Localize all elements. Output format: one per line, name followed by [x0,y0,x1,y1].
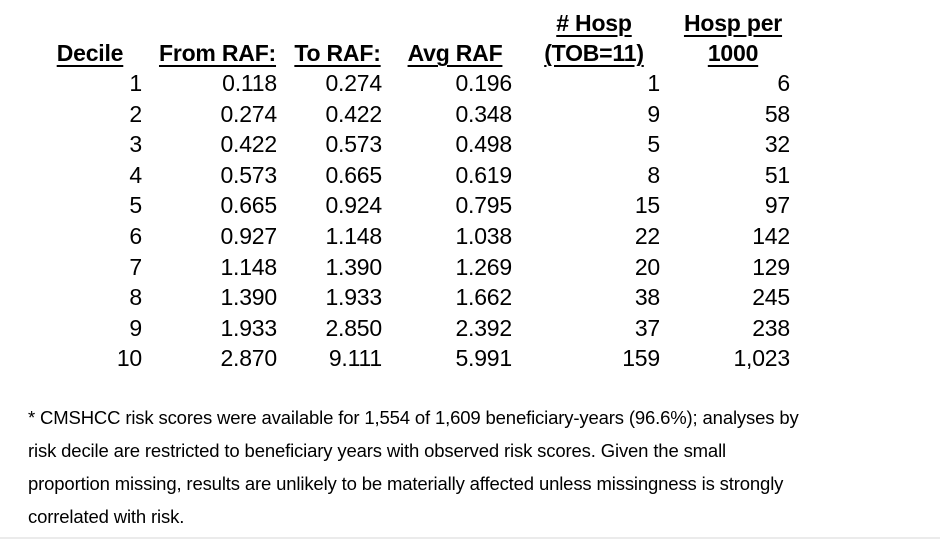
table-cell: 0.422 [220,131,277,158]
table-cell: 0.619 [455,161,512,188]
table-cell: 0.573 [220,161,277,188]
table-row: 2 0.274 0.422 0.348 9 58 [30,99,798,130]
footnote-line: proportion missing, results are unlikely… [28,472,784,494]
table-cell: 6 [129,222,142,249]
table-row: 1 0.118 0.274 0.196 1 6 [30,68,798,99]
table-cell: 8 [647,161,660,188]
table-body: 1 0.118 0.274 0.196 1 6 2 0.274 0.422 0.348 9 58 3 0.… [30,68,798,374]
table-cell: 5 [647,131,660,158]
table-cell: 142 [752,222,790,249]
table-cell: 2.392 [455,314,512,341]
table-cell: 1.390 [220,284,277,311]
column-header-4: # Hosp (TOB=11) [520,8,668,68]
table-cell: 0.498 [455,131,512,158]
report-page: Decile From RAF: To RAF: Avg RAF # Hosp (TOB=… [0,8,940,540]
table-cell: 0.274 [325,70,382,96]
table-cell: 15 [634,192,660,219]
column-header-2: To RAF: [285,8,390,68]
table-cell: 37 [634,314,660,341]
column-header-line [150,8,285,38]
table-cell: 0.665 [220,192,277,219]
table-cell: 22 [634,222,660,249]
risk-decile-table: Decile From RAF: To RAF: Avg RAF # Hosp (TOB=… [30,8,798,374]
table-cell: 51 [764,161,790,188]
table-cell: 10 [116,345,142,372]
table-cell: 1 [129,70,142,96]
table-cell: 1.269 [455,253,512,280]
column-header-line [285,8,390,38]
table-cell: 0.665 [325,161,382,188]
table-cell: 4 [129,161,142,188]
table-cell: 1.038 [455,222,512,249]
column-header-1: From RAF: [150,8,285,68]
table-cell: 7 [129,253,142,280]
column-header-line: Avg RAF [407,40,503,66]
table-cell: 159 [622,345,660,372]
table-cell: 0.924 [325,192,382,219]
table-row: 8 1.390 1.933 1.662 38 245 [30,282,798,313]
table-cell: 5 [129,192,142,219]
table-cell: 9 [647,100,660,127]
table-cell: 3 [129,131,142,158]
table-cell: 9.111 [328,345,382,372]
column-header-5: Hosp per 1000 [668,8,798,68]
table-cell: 0.196 [455,70,512,96]
bottom-divider [0,537,940,539]
table-cell: 1.148 [220,253,277,280]
table-cell: 2.870 [220,345,277,372]
column-header-line [30,8,150,38]
footnote-line: risk decile are restricted to beneficiar… [28,439,726,461]
table-cell: 2.850 [325,314,382,341]
table-cell: 6 [777,70,790,96]
table-cell: 0.927 [220,222,277,249]
table-row: 4 0.573 0.665 0.619 8 51 [30,160,798,191]
table-row: 9 1.933 2.850 2.392 37 238 [30,313,798,344]
table-cell: 1.390 [325,253,382,280]
table-row: 7 1.148 1.390 1.269 20 129 [30,252,798,283]
table-cell: 9 [129,314,142,341]
column-header-line: (TOB=11) [544,40,644,66]
table-cell: 1.148 [325,222,382,249]
table-cell: 0.348 [455,100,512,127]
table-row: 6 0.927 1.148 1.038 22 142 [30,221,798,252]
table-header: Decile From RAF: To RAF: Avg RAF # Hosp (TOB=… [30,8,798,68]
table-cell: 1.662 [455,284,512,311]
table-cell: 32 [764,131,790,158]
table-cell: 1 [647,70,660,96]
table-cell: 1.933 [220,314,277,341]
column-header-line: Decile [56,40,124,66]
table-cell: 0.573 [325,131,382,158]
table-row: 5 0.665 0.924 0.795 15 97 [30,190,798,221]
table-cell: 8 [129,284,142,311]
table-cell: 5.991 [455,345,512,372]
table-cell: 2 [129,100,142,127]
table-cell: 97 [764,192,790,219]
table-row: 3 0.422 0.573 0.498 5 32 [30,129,798,160]
table-row: 10 2.870 9.111 5.991 159 1,023 [30,343,798,374]
column-header-line: From RAF: [158,40,277,66]
column-header-line: # Hosp [556,10,632,36]
table-cell: 0.274 [220,100,277,127]
footnote: * CMSHCC risk scores were available for … [28,401,940,533]
table-header-row: Decile From RAF: To RAF: Avg RAF # Hosp (TOB=… [30,8,798,68]
table-cell: 58 [764,100,790,127]
column-header-line [390,8,520,38]
table-cell: 245 [752,284,790,311]
column-header-line: To RAF: [294,40,381,66]
table-cell: 1,023 [733,345,790,372]
footnote-line: * CMSHCC risk scores were available for … [28,406,799,428]
column-header-3: Avg RAF [390,8,520,68]
table-cell: 129 [752,253,790,280]
table-cell: 1.933 [325,284,382,311]
table-cell: 0.795 [455,192,512,219]
column-header-line: 1000 [707,40,759,66]
column-header-0: Decile [30,8,150,68]
table-cell: 20 [634,253,660,280]
column-header-line: Hosp per [683,10,783,36]
table-cell: 0.118 [222,70,277,96]
footnote-line: correlated with risk. [28,505,185,527]
table-cell: 0.422 [325,100,382,127]
table-cell: 38 [634,284,660,311]
table-cell: 238 [752,314,790,341]
